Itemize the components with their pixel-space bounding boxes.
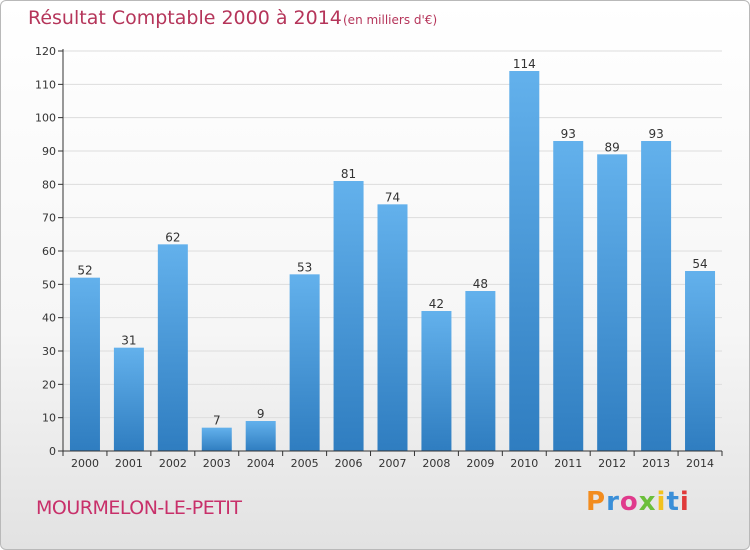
bar-value-label: 9 (257, 407, 265, 421)
bar (333, 181, 364, 451)
bar (465, 291, 496, 451)
bar (245, 421, 276, 451)
bar (641, 141, 672, 451)
chart-subtitle: (en milliers d'€) (343, 13, 438, 27)
axes: 0 10 20 30 40 50 60 70 80 90 100 110 120 2000 2001 2002… (35, 45, 723, 470)
bar-chart: 52 31 62 7 9 53 81 74 42 48 114 93 89 93 54 0 10 20 30 40 5… (35, 45, 723, 470)
y-tick-label: 60 (42, 245, 56, 258)
x-tick-label: 2007 (379, 457, 407, 470)
logo-letter: o (619, 487, 639, 517)
bar-value-label: 74 (385, 190, 400, 204)
bar-value-label: 81 (341, 167, 356, 181)
y-tick-label: 20 (42, 378, 56, 391)
y-tick-label: 40 (42, 312, 56, 325)
x-tick-label: 2001 (115, 457, 143, 470)
x-tick-label: 2002 (159, 457, 187, 470)
bar (509, 71, 540, 451)
bar (157, 244, 188, 451)
bar-value-label: 52 (77, 264, 92, 278)
bar (597, 154, 628, 452)
logo-letter: i (656, 487, 667, 517)
commune-name: MOURMELON-LE-PETIT (36, 497, 242, 519)
bar-value-label: 48 (473, 277, 488, 291)
bar-value-label: 53 (297, 260, 312, 274)
y-tick-label: 80 (42, 178, 56, 191)
logo-letter: i (679, 487, 690, 517)
bar-value-label: 31 (121, 334, 136, 348)
x-tick-label: 2004 (247, 457, 275, 470)
bar (377, 204, 408, 451)
x-tick-label: 2013 (642, 457, 670, 470)
y-tick-label: 0 (49, 445, 56, 458)
bar-value-label: 62 (165, 230, 180, 244)
y-tick-label: 110 (35, 78, 56, 91)
logo-letter: t (666, 487, 680, 517)
x-tick-label: 2010 (510, 457, 538, 470)
bar (685, 271, 716, 451)
bar-value-label: 42 (429, 297, 444, 311)
y-tick-label: 10 (42, 412, 56, 425)
y-tick-label: 30 (42, 345, 56, 358)
y-tick-label: 50 (42, 278, 56, 291)
logo-letter: x (638, 487, 657, 517)
x-tick-label: 2009 (466, 457, 494, 470)
x-tick-label: 2005 (291, 457, 319, 470)
x-tick-label: 2014 (686, 457, 714, 470)
bar (113, 347, 144, 451)
y-tick-label: 120 (35, 45, 56, 58)
x-tick-label: 2006 (335, 457, 363, 470)
bar (421, 311, 452, 451)
chart-title: Résultat Comptable 2000 à 2014 (28, 7, 342, 29)
bar-value-label: 114 (513, 57, 536, 71)
y-tick-label: 90 (42, 145, 56, 158)
x-tick-label: 2000 (71, 457, 99, 470)
bar-value-label: 93 (648, 127, 663, 141)
x-tick-label: 2003 (203, 457, 231, 470)
y-tick-label: 70 (42, 212, 56, 225)
proxiti-logo: Proxiti (586, 487, 690, 517)
bar (553, 141, 584, 451)
x-tick-label: 2012 (598, 457, 626, 470)
bar-value-label: 93 (561, 127, 576, 141)
bars: 52 31 62 7 9 53 81 74 42 48 114 93 89 93 54 (69, 57, 716, 452)
bar (201, 427, 232, 451)
y-tick-label: 100 (35, 112, 56, 125)
logo-letter: P (586, 487, 607, 517)
logo-letter: r (606, 487, 620, 517)
x-tick-label: 2008 (422, 457, 450, 470)
bar-value-label: 54 (692, 257, 707, 271)
bar-value-label: 7 (213, 414, 221, 428)
bar (289, 274, 320, 451)
bar (69, 277, 100, 451)
bar-value-label: 89 (605, 140, 620, 154)
x-tick-label: 2011 (554, 457, 582, 470)
